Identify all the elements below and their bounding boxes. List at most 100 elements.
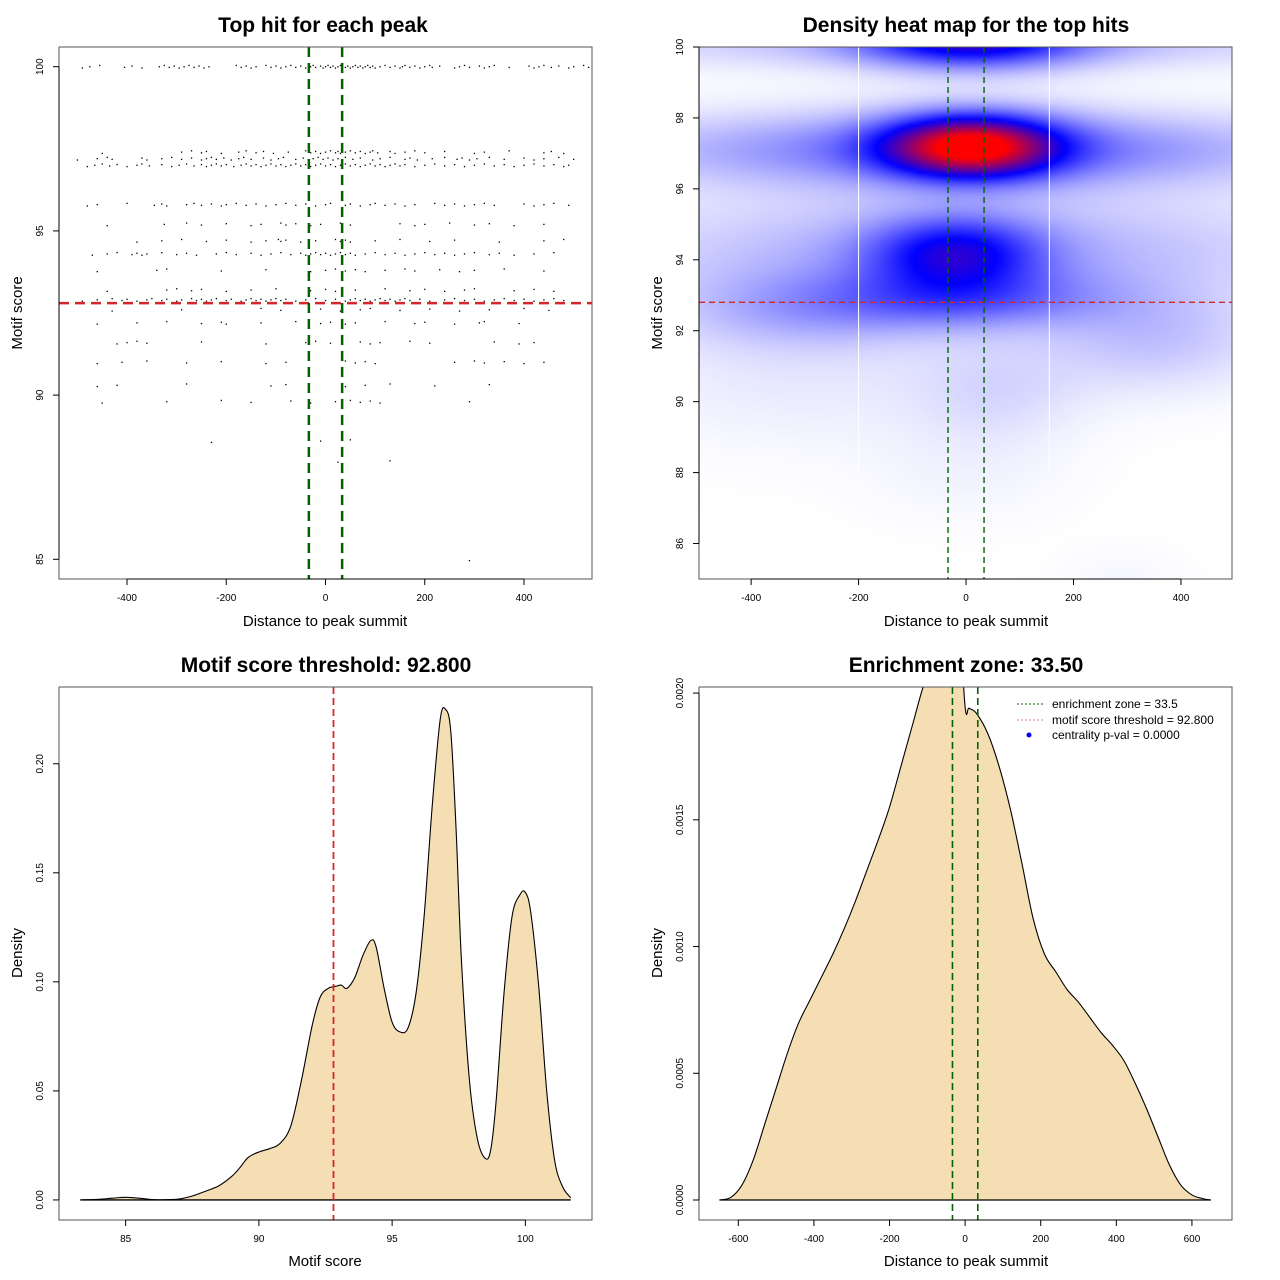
scatter-point [473, 224, 476, 226]
scatter-point [369, 163, 371, 165]
scatter-point [200, 298, 203, 300]
scatter-point [354, 362, 356, 364]
scatter-point [344, 360, 347, 362]
scatter-point [243, 156, 245, 159]
scatter-point [285, 202, 287, 205]
scatter-point [339, 251, 342, 254]
scatter-point [324, 165, 327, 167]
scatter-point [250, 158, 252, 161]
scatter-point [409, 299, 411, 302]
scatter-point [111, 297, 113, 300]
scatter-point [235, 253, 237, 256]
scatter-point [265, 300, 267, 302]
scatter-point [205, 240, 208, 243]
x-tick-label: 90 [253, 1234, 265, 1245]
x-tick-label: 600 [1184, 1234, 1201, 1245]
scatter-point [384, 320, 386, 323]
scatter-point [280, 251, 282, 254]
scatter-point [568, 204, 570, 206]
x-axis-label: Motif score [288, 1253, 361, 1270]
scatter-point [364, 384, 366, 386]
scatter-point [319, 322, 322, 325]
scatter-point [314, 240, 317, 242]
scatter-point [270, 159, 272, 161]
scatter-point [508, 66, 510, 69]
scatter-point [275, 288, 277, 290]
scatter-point [563, 238, 565, 241]
scatter-point [116, 343, 118, 345]
y-tick-label: 0.0005 [675, 1058, 686, 1089]
scatter-point [322, 158, 324, 161]
scatter-point [374, 299, 376, 301]
scatter-point [295, 320, 297, 323]
scatter-point [295, 300, 297, 302]
scatter-point [573, 158, 575, 161]
scatter-point [334, 67, 337, 69]
plot-area [699, 47, 1232, 579]
scatter-point [280, 222, 282, 224]
scatter-point [322, 67, 324, 69]
scatter-point [404, 64, 406, 67]
scatter-point [280, 309, 282, 312]
scatter-point [146, 299, 148, 301]
scatter-point [377, 152, 379, 154]
scatter-point [369, 66, 371, 69]
scatter-point [324, 299, 327, 302]
y-tick-label: 95 [35, 225, 46, 237]
scatter-point [339, 310, 342, 312]
scatter-point [369, 151, 371, 153]
scatter-point [498, 252, 500, 254]
scatter-point [96, 299, 98, 301]
scatter-point [444, 165, 446, 167]
scatter-point [275, 165, 277, 167]
scatter-point [146, 342, 148, 344]
scatter-point [101, 402, 103, 404]
scatter-point [453, 163, 456, 166]
scatter-point [493, 64, 495, 67]
scatter-point [329, 150, 332, 152]
scatter-point [255, 163, 257, 166]
scatter-point [123, 66, 126, 69]
scatter-point [180, 238, 183, 241]
scatter-point [533, 163, 535, 165]
scatter-point [429, 240, 431, 243]
scatter-point [349, 399, 352, 402]
scatter-point [463, 299, 466, 302]
scatter-point [434, 253, 436, 256]
scatter-point [223, 157, 225, 159]
scatter-point [193, 66, 195, 69]
scatter-point [352, 66, 354, 68]
scatter-point [319, 253, 322, 256]
scatter-point [568, 67, 570, 69]
scatter-point [493, 165, 495, 167]
scatter-point [314, 205, 317, 207]
scatter-point [319, 152, 322, 155]
scatter-point [429, 64, 431, 67]
scatter-point [463, 289, 466, 291]
y-axis-label: Motif score [9, 276, 26, 349]
scatter-point [488, 253, 490, 256]
scatter-point [265, 64, 267, 67]
scatter-point [205, 300, 208, 302]
scatter-point [265, 205, 267, 207]
scatter-point [374, 251, 376, 254]
scatter-point [290, 400, 292, 402]
scatter-point [550, 66, 553, 69]
scatter-point [198, 65, 200, 67]
y-tick-label: 0.0020 [675, 677, 686, 708]
scatter-point [111, 310, 113, 312]
scatter-point [185, 222, 188, 224]
scatter-point [424, 251, 426, 254]
scatter-point [409, 66, 411, 69]
panel-top-hits: Top hit for each peak -400 -200 0 200 400 85 9… [9, 14, 593, 630]
x-tick-label: 400 [516, 593, 533, 604]
scatter-point [354, 163, 356, 166]
scatter-point [414, 253, 416, 255]
scatter-point [141, 163, 143, 165]
scatter-point [305, 254, 307, 256]
scatter-point [332, 65, 334, 67]
scatter-point [136, 241, 138, 243]
scatter-point [210, 441, 213, 444]
scatter-point [344, 300, 347, 302]
